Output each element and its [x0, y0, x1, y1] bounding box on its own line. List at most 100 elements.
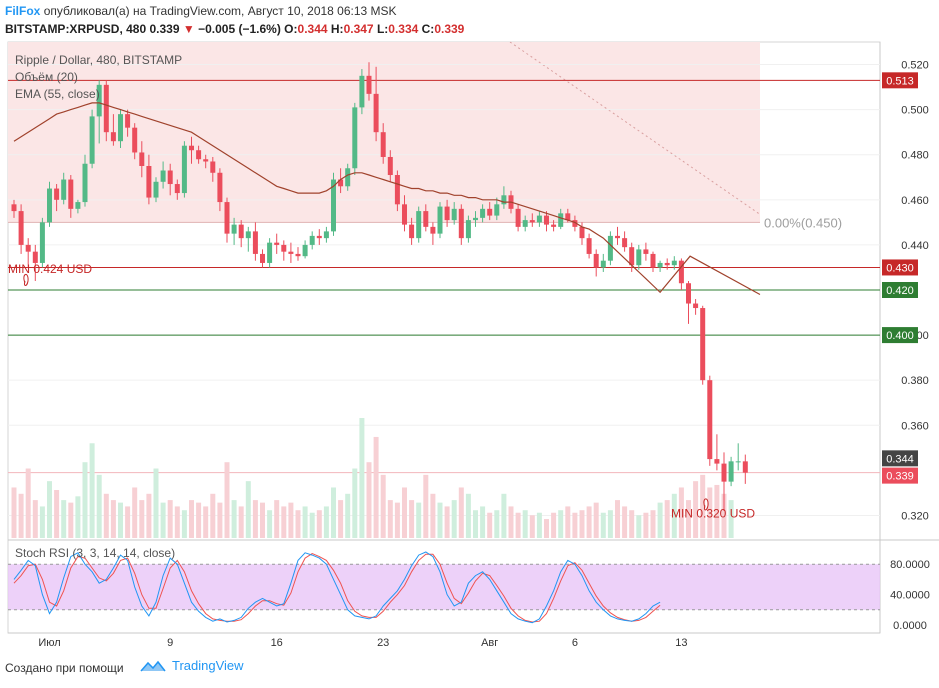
volume-bar — [636, 515, 642, 538]
volume-bar — [68, 502, 74, 538]
candle-body — [167, 170, 173, 185]
volume-bar — [203, 506, 209, 538]
min-marker-2 — [703, 498, 709, 511]
candle-body — [501, 195, 507, 205]
candle-body — [210, 161, 216, 173]
time-tick-label: 16 — [271, 637, 283, 649]
candle-body — [473, 217, 478, 221]
stoch-band — [8, 564, 880, 610]
candle-body — [664, 262, 670, 266]
candle-body — [189, 145, 194, 151]
volume-bar — [600, 512, 606, 538]
level-tag-label: 0.430 — [886, 262, 914, 274]
candle-body — [32, 251, 38, 263]
candle-body — [323, 231, 329, 239]
candle-body — [68, 179, 74, 209]
price-tick-label: 0.500 — [901, 105, 929, 117]
volume-bar — [473, 510, 478, 538]
volume-bar — [245, 481, 251, 538]
high-label: H: — [330, 22, 344, 36]
level-tag — [882, 282, 918, 298]
close-value: 0.339 — [434, 22, 465, 36]
volume-bar — [664, 500, 670, 538]
price-tick-label: 0.320 — [901, 510, 929, 522]
candle-body — [103, 84, 109, 133]
candle-body — [607, 235, 613, 261]
volume-bar — [714, 484, 720, 538]
volume-bar — [529, 515, 535, 538]
low-label: L: — [376, 22, 389, 36]
volume-bar — [174, 506, 180, 538]
candle-body — [593, 253, 599, 268]
level-tag — [882, 259, 918, 276]
level-tag-label: 0.420 — [886, 285, 914, 297]
candle-body — [451, 208, 457, 221]
candle-body — [39, 222, 45, 263]
volume-bar — [671, 493, 677, 538]
candle-body — [153, 181, 159, 198]
candle-body — [302, 244, 308, 257]
volume-bar — [18, 493, 24, 538]
candle-body — [96, 84, 102, 117]
volume-bar — [444, 506, 450, 538]
candle-body — [600, 260, 606, 268]
candle-body — [636, 249, 642, 266]
volume-bar — [707, 487, 713, 538]
candle-body — [565, 213, 571, 221]
volume-bar — [75, 496, 81, 538]
tradingview-link[interactable]: TradingView — [140, 658, 244, 673]
candle-body — [288, 251, 294, 254]
volume-bar — [579, 510, 585, 538]
level-tag-label: 0.513 — [886, 75, 914, 87]
volume-bar — [316, 510, 322, 538]
candle-body — [558, 213, 564, 227]
volume-bar — [693, 481, 699, 538]
volume-bar — [451, 500, 457, 538]
candle-body — [146, 166, 152, 198]
candle-body — [61, 179, 67, 200]
volume-bar — [394, 502, 400, 538]
volume-bar — [465, 493, 471, 538]
candle-body — [735, 461, 741, 463]
candle-body — [742, 461, 748, 473]
candle-body — [629, 247, 635, 266]
time-tick-label: 9 — [167, 637, 173, 649]
volume-bar — [458, 487, 464, 538]
candle-body — [522, 220, 528, 227]
tradingview-brand: TradingView — [172, 658, 244, 673]
price-chart[interactable]: 0.00%(0.450) 0.520 0.500 0.480 0.460 0.440 0.4… — [0, 0, 939, 656]
volume-bar — [487, 512, 493, 538]
candle-body — [181, 145, 187, 194]
volume-bar — [189, 500, 194, 538]
ema-line — [13, 102, 761, 296]
time-tick-label: 13 — [675, 637, 687, 649]
volume-bar — [210, 493, 216, 538]
last-price: 0.339 — [149, 22, 180, 36]
volume-bar — [61, 500, 67, 538]
candle-body — [110, 132, 116, 142]
author-link[interactable]: FilFox — [5, 4, 41, 18]
volume-bar — [345, 493, 351, 538]
candle-body — [529, 220, 535, 223]
volume-bar — [274, 500, 280, 538]
candle-body — [252, 231, 258, 254]
volume-bar — [380, 474, 386, 538]
candle-body — [700, 308, 706, 381]
candle-body — [487, 208, 493, 216]
volume-bar — [238, 506, 244, 538]
price-tick-label: 0.460 — [901, 195, 929, 207]
volume-bar — [572, 512, 578, 538]
candle-body — [430, 226, 436, 234]
candle-body — [75, 202, 81, 209]
candle-body — [274, 242, 280, 245]
candle-body — [444, 206, 450, 221]
candle-body — [295, 253, 301, 257]
candle-body — [373, 93, 379, 133]
volume-bar — [11, 487, 17, 538]
stoch-rsi-legend: Stoch RSI (3, 3, 14, 14, close) — [15, 546, 176, 560]
volume-bar — [366, 462, 372, 538]
open-value: 0.344 — [297, 22, 328, 36]
volume-bar — [231, 500, 237, 538]
volume-bar — [281, 506, 287, 538]
candle-body — [281, 244, 287, 252]
